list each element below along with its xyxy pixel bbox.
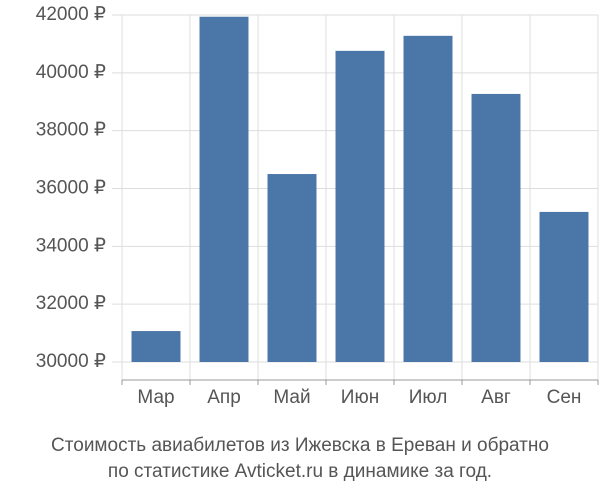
- y-tick-label: 32000 ₽: [36, 293, 106, 314]
- chart-title: Стоимость авиабилетов из Ижевска в Ерева…: [51, 435, 549, 456]
- bar: [403, 35, 453, 362]
- x-tick-label: Июл: [409, 387, 448, 408]
- chart-title: по статистике Avticket.ru в динамике за …: [107, 461, 493, 482]
- y-tick-label: 30000 ₽: [36, 351, 106, 372]
- bar: [131, 331, 181, 362]
- bar: [539, 211, 589, 362]
- y-tick-label: 42000 ₽: [36, 4, 106, 25]
- y-tick-label: 34000 ₽: [36, 235, 106, 256]
- y-tick-label: 38000 ₽: [36, 120, 106, 141]
- bar: [471, 93, 521, 362]
- x-tick-label: Май: [273, 387, 310, 408]
- x-tick-label: Авг: [481, 387, 511, 408]
- x-tick-label: Мар: [137, 387, 174, 408]
- y-tick-label: 36000 ₽: [36, 178, 106, 199]
- bar: [335, 50, 385, 363]
- bar: [267, 174, 317, 362]
- x-tick-label: Сен: [547, 387, 582, 408]
- bar: [199, 16, 249, 363]
- x-tick-label: Апр: [207, 387, 241, 408]
- y-tick-label: 40000 ₽: [36, 62, 106, 83]
- x-tick-label: Июн: [341, 387, 379, 408]
